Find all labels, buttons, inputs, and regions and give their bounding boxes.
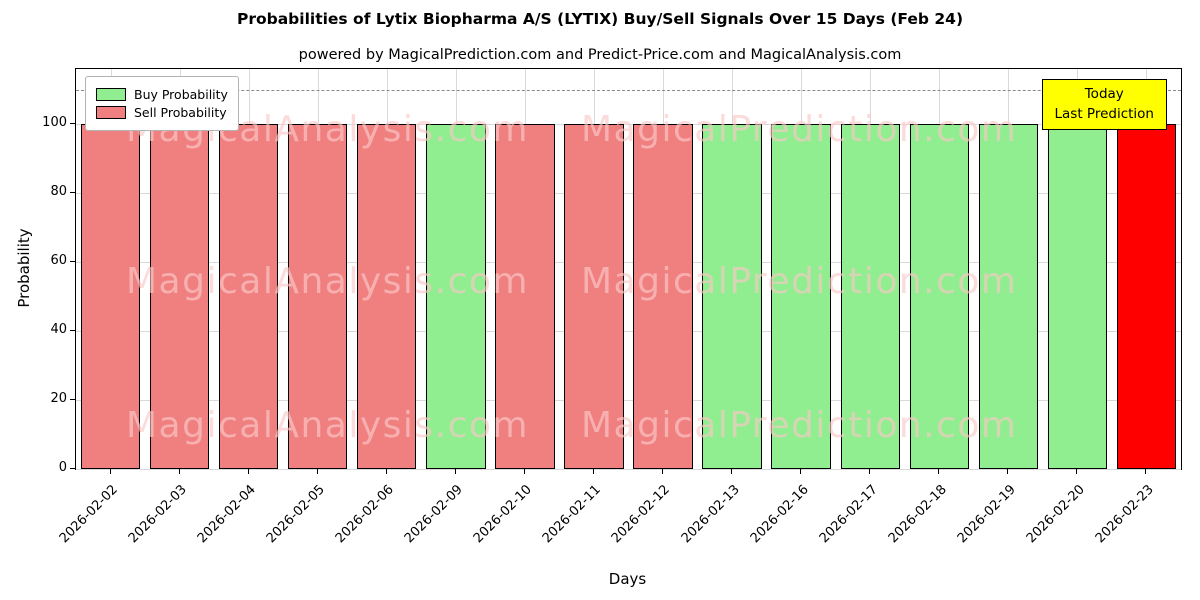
y-tick-mark [70, 468, 75, 469]
today-annotation-line1: Today [1084, 86, 1124, 102]
x-tick-mark [178, 469, 180, 474]
x-tick-mark [1145, 469, 1147, 474]
y-tick-label: 80 [50, 184, 67, 200]
bar-sell [633, 124, 693, 469]
x-tick-label: 2026-02-18 [885, 482, 950, 547]
legend-item-sell: Sell Probability [96, 105, 228, 120]
x-tick-mark [800, 469, 802, 474]
x-tick-label: 2026-02-04 [194, 482, 259, 547]
x-tick-mark [454, 469, 456, 474]
x-tick-label: 2026-02-10 [471, 482, 536, 547]
legend-buy-label: Buy Probability [134, 87, 228, 102]
x-tick-label: 2026-02-20 [1023, 482, 1088, 547]
y-tick-mark [70, 261, 75, 263]
threshold-line [76, 89, 1181, 91]
y-tick-label: 100 [42, 115, 67, 131]
x-tick-mark [938, 469, 940, 474]
bar-buy [909, 124, 969, 469]
y-tick-label: 60 [50, 253, 67, 269]
bar-buy [426, 124, 486, 469]
x-tick-mark [523, 469, 525, 474]
x-tick-mark [1076, 469, 1078, 474]
y-tick-mark [70, 123, 75, 125]
bar-sell [564, 124, 624, 469]
x-tick-label: 2026-02-12 [609, 482, 674, 547]
y-tick-label: 20 [50, 391, 67, 407]
legend-buy-patch [96, 88, 126, 101]
y-gridline [76, 331, 1181, 333]
x-tick-label: 2026-02-02 [56, 482, 121, 547]
bar-buy [771, 124, 831, 469]
today-annotation: Today Last Prediction [1041, 79, 1167, 131]
x-tick-mark [385, 469, 387, 474]
bar-sell [80, 124, 141, 469]
bar-sell [288, 124, 348, 469]
x-tick-mark [662, 469, 664, 474]
x-tick-mark [731, 469, 733, 474]
x-tick-label: 2026-02-06 [333, 482, 398, 547]
x-tick-label: 2026-02-16 [747, 482, 812, 547]
y-gridline [76, 262, 1181, 264]
y-tick-label: 40 [50, 322, 67, 338]
x-tick-label: 2026-02-09 [402, 482, 467, 547]
y-gridline [76, 193, 1181, 195]
legend-sell-label: Sell Probability [134, 105, 227, 120]
x-tick-mark [109, 469, 111, 474]
x-tick-label: 2026-02-05 [263, 482, 329, 547]
bar-buy [1047, 124, 1108, 469]
plot-area: MagicalAnalysis.com MagicalPrediction.com… [75, 68, 1182, 470]
y-gridline [76, 400, 1181, 402]
chart-subtitle: powered by MagicalPrediction.com and Pre… [298, 47, 902, 63]
x-tick-mark [1007, 469, 1009, 474]
bar-sell [149, 124, 210, 469]
bar-sell [495, 124, 555, 469]
y-tick-label: 0 [58, 460, 67, 475]
x-axis-label: Days [608, 570, 647, 588]
x-tick-label: 2026-02-17 [816, 482, 881, 547]
x-tick-mark [592, 469, 594, 474]
bar-today [1116, 124, 1177, 469]
bar-buy [978, 124, 1039, 469]
y-gridline [76, 469, 1181, 470]
bar-sell [218, 124, 279, 469]
x-tick-label: 2026-02-03 [125, 482, 190, 547]
bar-sell [357, 124, 417, 469]
x-tick-mark [316, 469, 318, 474]
x-tick-mark [869, 469, 871, 474]
x-tick-label: 2026-02-19 [954, 482, 1019, 547]
y-tick-mark [70, 192, 75, 194]
bar-buy [840, 124, 900, 469]
x-tick-mark [247, 469, 249, 474]
y-tick-mark [70, 330, 75, 332]
legend: Buy Probability Sell Probability [85, 76, 239, 131]
y-gridline [76, 124, 1181, 126]
x-tick-label: 2026-02-23 [1092, 482, 1157, 547]
x-tick-label: 2026-02-11 [540, 482, 605, 547]
today-annotation-line2: Last Prediction [1054, 105, 1154, 122]
x-tick-label: 2026-02-13 [678, 482, 743, 547]
bar-buy [702, 124, 762, 469]
legend-sell-patch [96, 106, 126, 119]
chart-title: Probabilities of Lytix Biopharma A/S (LY… [236, 10, 964, 28]
y-tick-mark [70, 399, 75, 401]
legend-item-buy: Buy Probability [96, 87, 228, 102]
